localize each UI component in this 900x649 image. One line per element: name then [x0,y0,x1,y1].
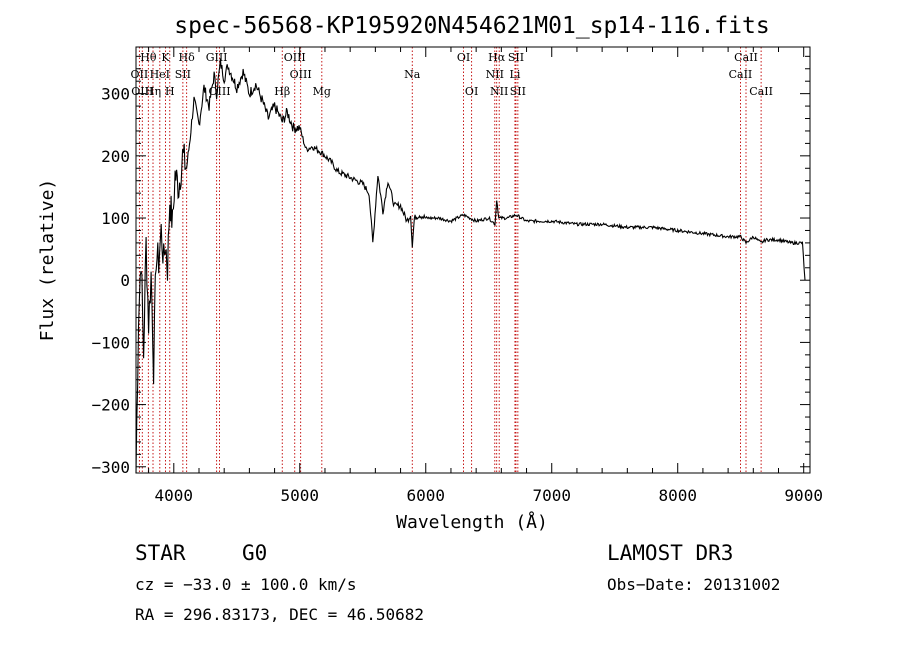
spectral-line-label: CaII [734,51,758,64]
y-tick-label: 200 [101,147,130,166]
plot-frame [135,46,811,474]
y-tick-label: 100 [101,209,130,228]
spectral-line-label: OIII [290,68,312,81]
y-tick-label: −200 [91,396,130,415]
spectrum-line [135,58,806,474]
spectral-line-label: HeI [150,68,170,81]
spectral-line-label: GIII [206,51,228,64]
spectral-line-label: SII [175,68,191,81]
chart-title: spec-56568-KP195920N454621M01_sp14-116.f… [174,13,769,39]
x-tick-label: 9000 [784,486,823,505]
spectral-line-label: Li [510,68,521,81]
spectral-line-label: OIII [208,85,230,98]
spectral-line-label: H [165,85,175,98]
spectral-line-label: SII [510,85,526,98]
spectral-line-label: Hη [145,85,161,98]
spectral-line-label: Hδ [179,51,196,64]
object-class: STAR [135,541,186,565]
survey-name: LAMOST DR3 [607,541,733,565]
x-tick-label: 6000 [406,486,445,505]
y-axis-label: Flux (relative) [37,179,58,342]
x-tick-label: 7000 [532,486,571,505]
spectral-line-label: OIII [131,85,153,98]
spectral-line-label: CaII [749,85,773,98]
spectral-line-label: NII [486,68,504,81]
object-subclass: G0 [242,541,267,565]
y-tick-label: 0 [120,271,130,290]
spectral-line-label: SII [508,51,524,64]
x-tick-label: 4000 [155,486,194,505]
spectral-line-label: OI [465,85,478,98]
spectral-line-label: Hα [488,51,506,64]
y-axis: −300 −200 −100 0 100 200 300 [91,55,810,477]
spectral-line-label: OII [131,68,149,81]
spectral-line-label: OI [457,51,470,64]
x-axis-label: Wavelength (Å) [396,511,548,533]
spectral-line-label: K [161,51,170,64]
y-tick-label: −100 [91,333,130,352]
spectral-line-label: NII [490,85,508,98]
spectral-line-label: Hβ [274,85,290,98]
spectral-line-label: Na [404,68,421,81]
spectral-line-label: Hθ [140,51,157,64]
observation-date: Obs−Date: 20131002 [607,575,780,594]
x-axis: 4000 5000 6000 7000 8000 9000 [148,47,823,505]
y-tick-label: 300 [101,85,130,104]
spectral-line-label: Mg [313,85,331,98]
spectral-line-label: OIII [284,51,306,64]
spectral-line-markers [138,47,762,473]
spectral-line-label: CaII [729,68,753,81]
x-tick-label: 5000 [281,486,320,505]
y-tick-label: −300 [91,458,130,477]
x-tick-label: 8000 [658,486,697,505]
coordinates: RA = 296.83173, DEC = 46.50682 [135,605,424,624]
redshift-velocity: cz = −33.0 ± 100.0 km/s [135,575,357,594]
